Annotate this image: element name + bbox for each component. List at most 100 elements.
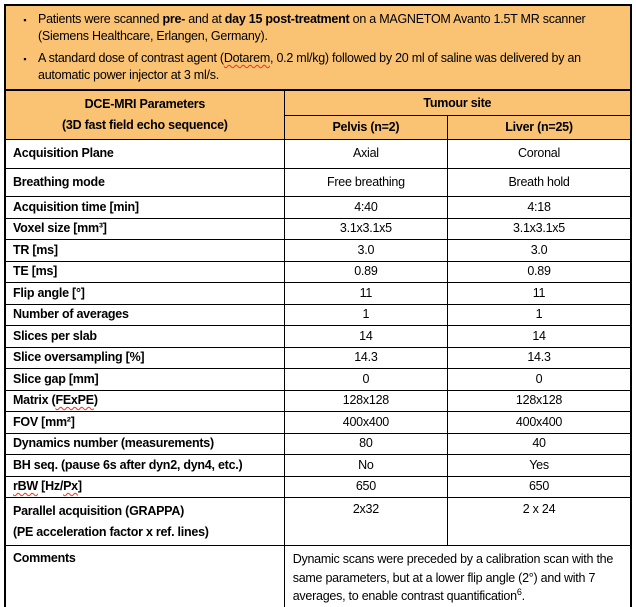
pelvis-value-cell: 3.1x3.1x5 bbox=[283, 217, 449, 240]
dce-mri-parameters-table: DCE-MRI Parameters (3D fast field echo s… bbox=[4, 89, 632, 607]
liver-value-cell: 3.1x3.1x5 bbox=[447, 217, 632, 240]
pelvis-value-cell: 80 bbox=[283, 432, 449, 455]
liver-value-cell: 2 x 24 bbox=[447, 497, 632, 546]
table-row-tr: TR [ms] 3.0 3.0 bbox=[4, 239, 632, 262]
comments-value-cell: Dynamic scans were preceded by a calibra… bbox=[283, 545, 632, 607]
header-subtitle: (3D fast field echo sequence) bbox=[61, 118, 228, 132]
header-cell-tumour-site: Tumour site bbox=[283, 89, 632, 116]
table-row-slice-gap: Slice gap [mm] 0 0 bbox=[4, 368, 632, 391]
param-cell: Slice oversampling [%] bbox=[4, 346, 285, 369]
table-row-rbw: rBW [Hz/Px] 650 650 bbox=[4, 475, 632, 498]
bullet-item-scanning: ▪ Patients were scanned pre- and at day … bbox=[12, 11, 622, 44]
param-cell: Slice gap [mm] bbox=[4, 368, 285, 391]
table-row-slices-per-slab: Slices per slab 14 14 bbox=[4, 325, 632, 348]
liver-value-cell: 1 bbox=[447, 303, 632, 326]
text-segment-bold: day 15 post-treatment bbox=[224, 12, 350, 26]
pelvis-value-cell: 0 bbox=[283, 368, 449, 391]
text-segment-misspelled: FExPE bbox=[55, 393, 94, 407]
liver-value-cell: Coronal bbox=[447, 139, 632, 169]
pelvis-value-cell: 14.3 bbox=[283, 346, 449, 369]
pelvis-value-cell: No bbox=[283, 454, 449, 477]
param-cell: Number of averages bbox=[4, 303, 285, 326]
liver-value-cell: Yes bbox=[447, 454, 632, 477]
header-cell-pelvis: Pelvis (n=2) bbox=[283, 114, 449, 141]
liver-value-cell: 0.89 bbox=[447, 260, 632, 283]
table-row-flip-angle: Flip angle [°] 11 11 bbox=[4, 282, 632, 305]
param-cell: TR [ms] bbox=[4, 239, 285, 262]
text-segment: [Hz/ bbox=[37, 479, 64, 493]
pelvis-value-cell: 1 bbox=[283, 303, 449, 326]
header-cell-parameters: DCE-MRI Parameters (3D fast field echo s… bbox=[4, 89, 285, 140]
pelvis-value-cell: 128x128 bbox=[283, 389, 449, 412]
text-segment-misspelled: rBW bbox=[13, 479, 38, 493]
comments-label-cell: Comments bbox=[4, 545, 285, 607]
param-cell: Flip angle [°] bbox=[4, 282, 285, 305]
liver-value-cell: 40 bbox=[447, 432, 632, 455]
param-cell: BH seq. (pause 6s after dyn2, dyn4, etc.… bbox=[4, 454, 285, 477]
param-cell: Voxel size [mm³] bbox=[4, 217, 285, 240]
text-segment-misspelled: Dotarem bbox=[223, 51, 271, 65]
bullet-text-contrast: A standard dose of contrast agent (Dotar… bbox=[38, 50, 622, 83]
bullet-text-scanning: Patients were scanned pre- and at day 15… bbox=[38, 11, 622, 44]
text-segment: Dynamic scans were preceded by a calibra… bbox=[292, 552, 614, 603]
text-segment-misspelled: Px bbox=[63, 479, 78, 493]
pelvis-value-cell: Free breathing bbox=[283, 167, 449, 197]
param-cell: Parallel acquisition (GRAPPA) (PE accele… bbox=[4, 497, 285, 546]
table-row-acquisition-time: Acquisition time [min] 4:40 4:18 bbox=[4, 196, 632, 219]
param-cell: Acquisition Plane bbox=[4, 139, 285, 169]
param-cell: Dynamics number (measurements) bbox=[4, 432, 285, 455]
text-segment: on a MAGNETOM Avanto 1.5T MR scanner (Si… bbox=[38, 12, 586, 43]
pelvis-value-cell: 3.0 bbox=[283, 239, 449, 262]
table-row-breathing-mode: Breathing mode Free breathing Breath hol… bbox=[4, 167, 632, 197]
table-row-te: TE [ms] 0.89 0.89 bbox=[4, 260, 632, 283]
table-body: Acquisition Plane Axial Coronal Breathin… bbox=[4, 139, 632, 607]
text-segment: ) bbox=[93, 393, 98, 407]
liver-value-cell: 3.0 bbox=[447, 239, 632, 262]
text-segment: ] bbox=[77, 479, 82, 493]
table-row-comments: Comments Dynamic scans were preceded by … bbox=[4, 545, 632, 607]
pelvis-value-cell: 11 bbox=[283, 282, 449, 305]
liver-value-cell: Breath hold bbox=[447, 167, 632, 197]
text-segment: Matrix ( bbox=[13, 393, 56, 407]
param-line1: Parallel acquisition (GRAPPA) bbox=[13, 503, 185, 518]
param-cell: TE [ms] bbox=[4, 260, 285, 283]
text-segment: , 0.2 ml/kg) followed by 20 ml of saline… bbox=[38, 51, 581, 82]
table-row-parallel-acquisition: Parallel acquisition (GRAPPA) (PE accele… bbox=[4, 497, 632, 546]
pelvis-value-cell: 0.89 bbox=[283, 260, 449, 283]
header-title: DCE-MRI Parameters bbox=[84, 97, 206, 111]
pelvis-value-cell: 14 bbox=[283, 325, 449, 348]
param-cell: Breathing mode bbox=[4, 167, 285, 197]
text-segment: A standard dose of contrast agent ( bbox=[38, 51, 224, 65]
liver-value-cell: 650 bbox=[447, 475, 632, 498]
liver-value-cell: 4:18 bbox=[447, 196, 632, 219]
table-header: DCE-MRI Parameters (3D fast field echo s… bbox=[4, 89, 632, 141]
param-cell: Slices per slab bbox=[4, 325, 285, 348]
table-row-fov: FOV [mm²] 400x400 400x400 bbox=[4, 411, 632, 434]
text-segment: Patients were scanned bbox=[38, 12, 163, 26]
pelvis-value-cell: 400x400 bbox=[283, 411, 449, 434]
liver-value-cell: 14.3 bbox=[447, 346, 632, 369]
table-row-slice-oversampling: Slice oversampling [%] 14.3 14.3 bbox=[4, 346, 632, 369]
liver-value-cell: 128x128 bbox=[447, 389, 632, 412]
reference-superscript: 6 bbox=[516, 586, 522, 597]
square-bullet-icon: ▪ bbox=[23, 54, 27, 64]
square-bullet-icon: ▪ bbox=[23, 15, 27, 25]
text-segment-bold: pre- bbox=[162, 12, 186, 26]
liver-value-cell: 11 bbox=[447, 282, 632, 305]
table-row-acquisition-plane: Acquisition Plane Axial Coronal bbox=[4, 139, 632, 169]
liver-value-cell: 14 bbox=[447, 325, 632, 348]
param-cell: rBW [Hz/Px] bbox=[4, 475, 285, 498]
pelvis-value-cell: Axial bbox=[283, 139, 449, 169]
table-row-dynamics-number: Dynamics number (measurements) 80 40 bbox=[4, 432, 632, 455]
pelvis-value-cell: 2x32 bbox=[283, 497, 449, 546]
param-cell: Acquisition time [min] bbox=[4, 196, 285, 219]
text-segment: . bbox=[521, 589, 526, 603]
liver-value-cell: 400x400 bbox=[447, 411, 632, 434]
table-row-number-of-averages: Number of averages 1 1 bbox=[4, 303, 632, 326]
liver-value-cell: 0 bbox=[447, 368, 632, 391]
header-cell-liver: Liver (n=25) bbox=[447, 114, 632, 141]
param-cell: FOV [mm²] bbox=[4, 411, 285, 434]
header-row-group: DCE-MRI Parameters (3D fast field echo s… bbox=[4, 89, 632, 140]
pelvis-value-cell: 650 bbox=[283, 475, 449, 498]
bullet-item-contrast: ▪ A standard dose of contrast agent (Dot… bbox=[12, 50, 622, 83]
